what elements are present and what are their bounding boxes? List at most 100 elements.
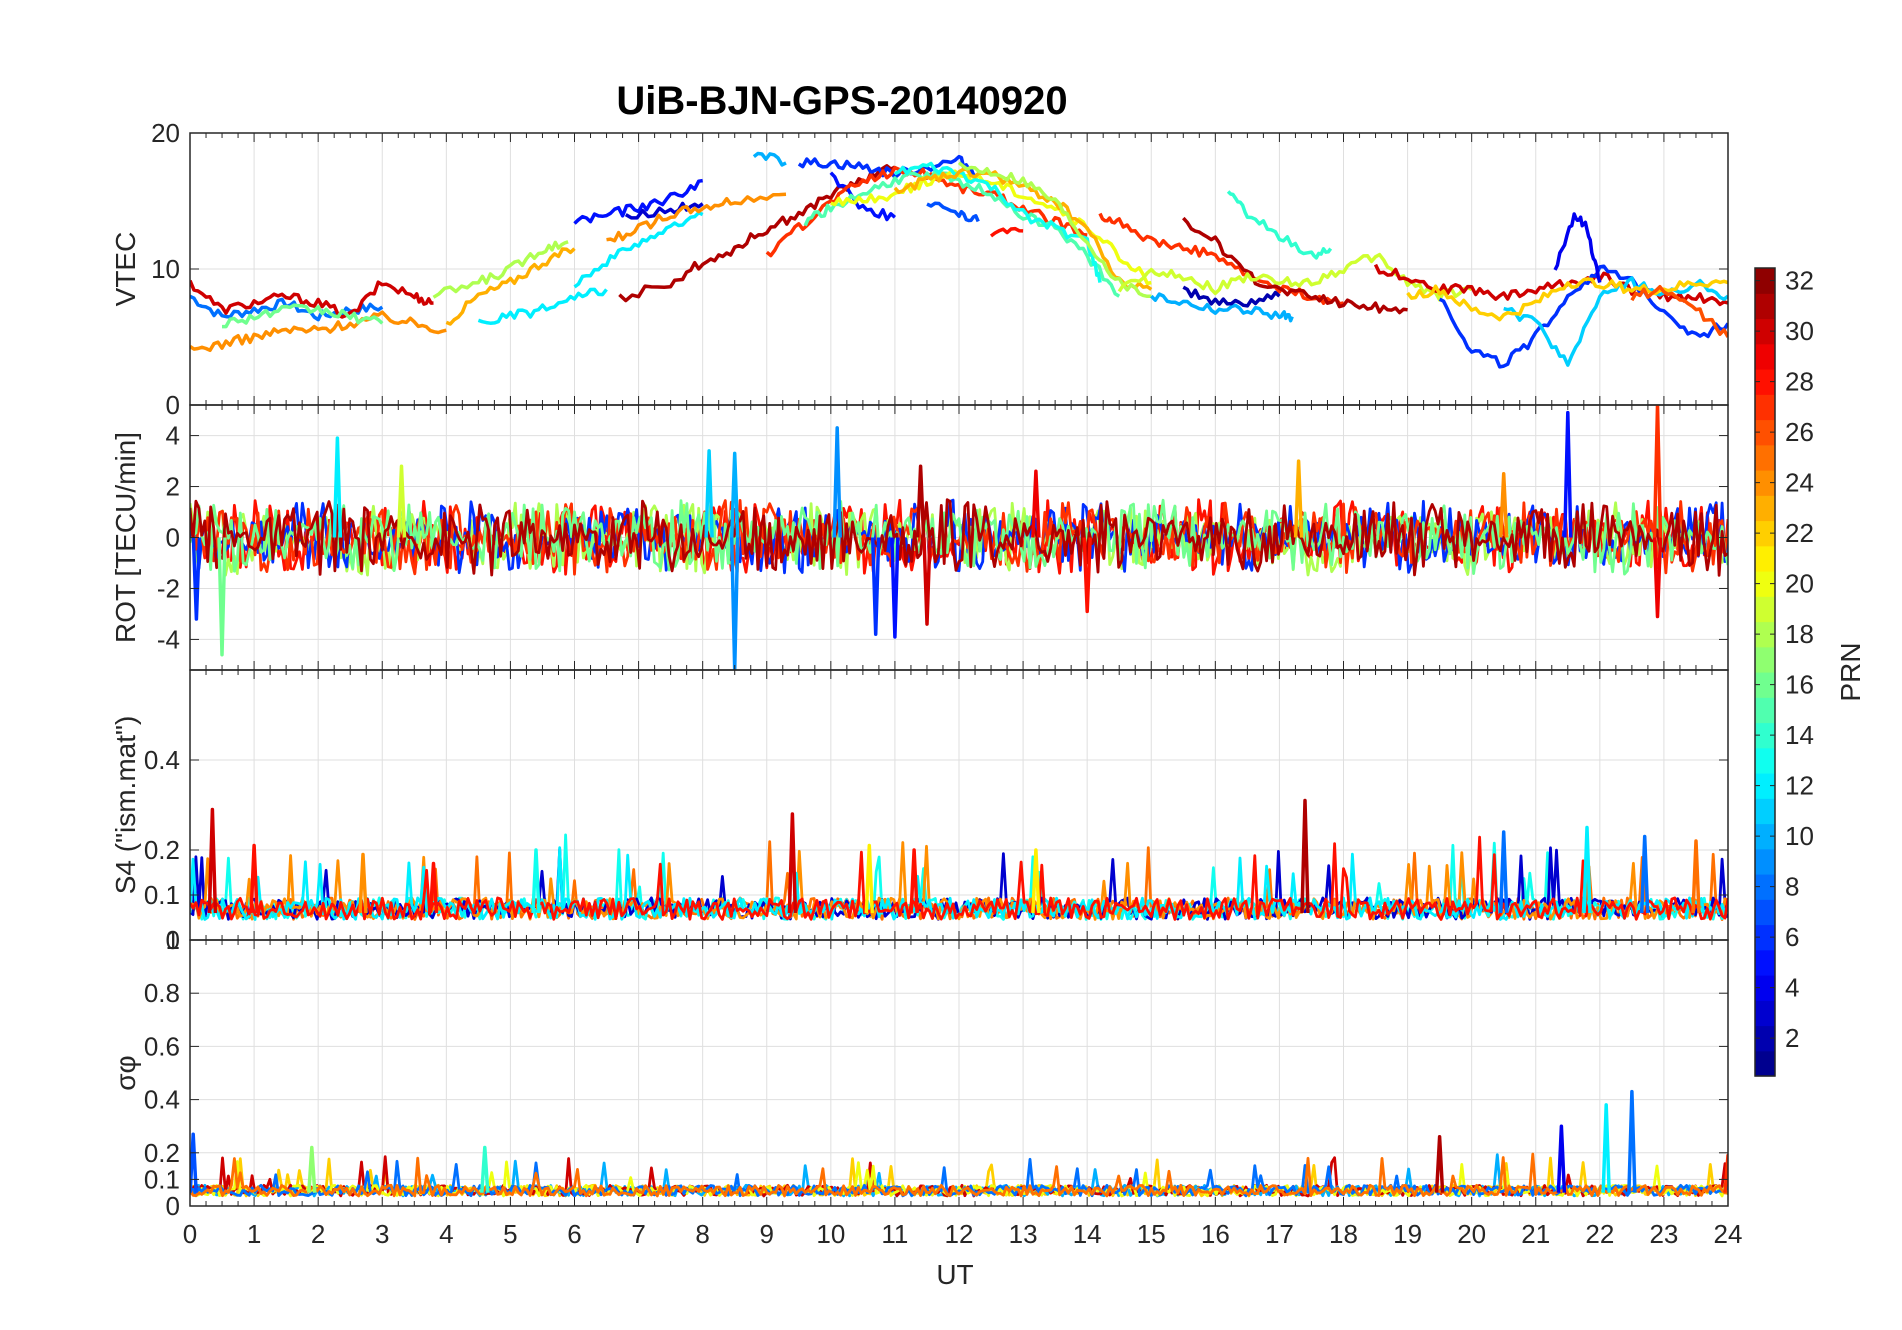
spike-s4 <box>787 812 798 914</box>
colorbar-segment <box>1755 1050 1775 1077</box>
panel-data-sigma_phi <box>190 1089 1728 1198</box>
vtec-series-prn-10 <box>752 151 787 167</box>
vtec-series-prn-30 <box>190 279 434 319</box>
spike-rot <box>704 449 714 538</box>
y-tick-label: 0.1 <box>144 880 180 910</box>
colorbar-segment <box>1755 293 1775 320</box>
y-tick-label: 4 <box>166 421 180 451</box>
colorbar-segment <box>1755 924 1775 951</box>
vtec-series-prn-5 <box>573 178 703 225</box>
colorbar-segment <box>1755 444 1775 471</box>
colorbar-tick-label: 8 <box>1785 872 1799 902</box>
colorbar-tick-label: 2 <box>1785 1023 1799 1053</box>
colorbar-tick-label: 32 <box>1785 266 1814 296</box>
spike-s4 <box>1582 825 1592 914</box>
y-axis-label-s4: S4 ("ism.mat") <box>110 716 141 895</box>
panel-vtec: 0 10 20 VTEC <box>110 118 1729 420</box>
panel-data-vtec <box>190 151 1728 369</box>
colorbar-label: PRN <box>1835 642 1866 701</box>
spike-sigma_phi <box>1556 1124 1567 1193</box>
vtec-series-prn-7 <box>926 201 980 223</box>
y-tick-label: 10 <box>151 254 180 284</box>
spike-rot <box>217 537 227 657</box>
noise-trace-sigma_phi <box>190 1152 1728 1198</box>
vtec-series-prn-23 <box>893 167 1153 291</box>
spike-rot <box>890 537 900 639</box>
colorbar-segment <box>1755 798 1775 825</box>
vtec-series-prn-5 <box>829 171 897 222</box>
colorbar-segment <box>1755 343 1775 370</box>
colorbar-segment <box>1755 848 1775 875</box>
vtec-series-prn-28 <box>989 226 1024 238</box>
y-tick-label: 0.6 <box>144 1031 180 1061</box>
spike-rot <box>1293 459 1304 538</box>
colorbar-segment <box>1755 874 1775 900</box>
x-axis-label: UT <box>936 1259 973 1290</box>
vtec-series-prn-3 <box>624 201 704 220</box>
vtec-series-prn-15 <box>803 169 1121 298</box>
spike-s4 <box>207 807 218 914</box>
colorbar-segment <box>1755 419 1775 446</box>
vtec-series-prn-23 <box>445 247 576 326</box>
spike-sigma_phi <box>1601 1103 1611 1193</box>
spike-rot <box>1031 469 1041 538</box>
colorbar-segment <box>1755 621 1775 648</box>
x-tick-label: 17 <box>1265 1219 1294 1249</box>
y-tick-label: 2 <box>166 472 180 502</box>
x-tick-label: 13 <box>1009 1219 1038 1249</box>
spike-rot <box>332 436 343 538</box>
colorbar-tick-label: 26 <box>1785 417 1814 447</box>
x-tick-label: 20 <box>1457 1219 1486 1249</box>
spike-rot <box>922 537 932 626</box>
spike-s4 <box>1639 834 1650 914</box>
spike-s4 <box>1031 848 1041 914</box>
colorbar-tick-label: 4 <box>1785 973 1799 1003</box>
vtec-series-prn-31 <box>1182 216 1408 315</box>
colorbar-segment <box>1755 571 1775 597</box>
colorbar-tick-label: 22 <box>1785 518 1814 548</box>
x-tick-label: 1 <box>247 1219 261 1249</box>
noise-trace-s4 <box>190 835 1728 921</box>
x-tick-label: 24 <box>1714 1219 1743 1249</box>
y-tick-label: 20 <box>151 118 180 148</box>
colorbar-segment <box>1755 949 1775 976</box>
y-tick-label: 0.2 <box>144 835 180 865</box>
colorbar-segment <box>1755 268 1775 294</box>
spike-rot <box>1652 405 1663 538</box>
vtec-series-prn-16 <box>222 303 384 329</box>
colorbar-segment <box>1755 646 1775 673</box>
colorbar-tick-label: 10 <box>1785 821 1814 851</box>
x-tick-label: 7 <box>631 1219 645 1249</box>
colorbar-tick-label: 12 <box>1785 771 1814 801</box>
spike-rot <box>1652 537 1663 619</box>
vtec-series-prn-18 <box>432 240 569 299</box>
y-axis-label-sigma_phi: σφ <box>110 1055 141 1090</box>
vtec-series-prn-24 <box>190 310 447 353</box>
colorbar-tick-label: 18 <box>1785 619 1814 649</box>
spike-s4 <box>1691 839 1701 914</box>
y-tick-label: 0.4 <box>144 1085 180 1115</box>
spike-sigma_phi <box>1627 1089 1637 1193</box>
vtec-series-prn-6 <box>1438 264 1728 369</box>
y-tick-label: 0 <box>166 523 180 553</box>
y-tick-label: 0 <box>166 1191 180 1221</box>
x-tick-label: 3 <box>375 1219 389 1249</box>
colorbar-segment <box>1755 823 1775 850</box>
colorbar-tick-label: 16 <box>1785 670 1814 700</box>
x-tick-label: 2 <box>311 1219 325 1249</box>
spike-s4 <box>531 848 541 914</box>
x-tick-label: 11 <box>881 1219 908 1249</box>
vtec-series-prn-12 <box>477 287 608 325</box>
vtec-series-prn-12 <box>573 210 704 289</box>
vtec-series-prn-26 <box>1630 284 1728 338</box>
y-tick-label: 0.4 <box>144 745 180 775</box>
vtec-series-prn-4 <box>1553 212 1602 284</box>
panel-data-s4 <box>190 798 1728 921</box>
colorbar-segment <box>1755 747 1775 774</box>
x-tick-label: 0 <box>183 1219 197 1249</box>
y-axis-label-rot: ROT [TECU/min] <box>110 432 141 643</box>
spike-s4 <box>864 843 875 914</box>
colorbar-segment <box>1755 722 1775 749</box>
